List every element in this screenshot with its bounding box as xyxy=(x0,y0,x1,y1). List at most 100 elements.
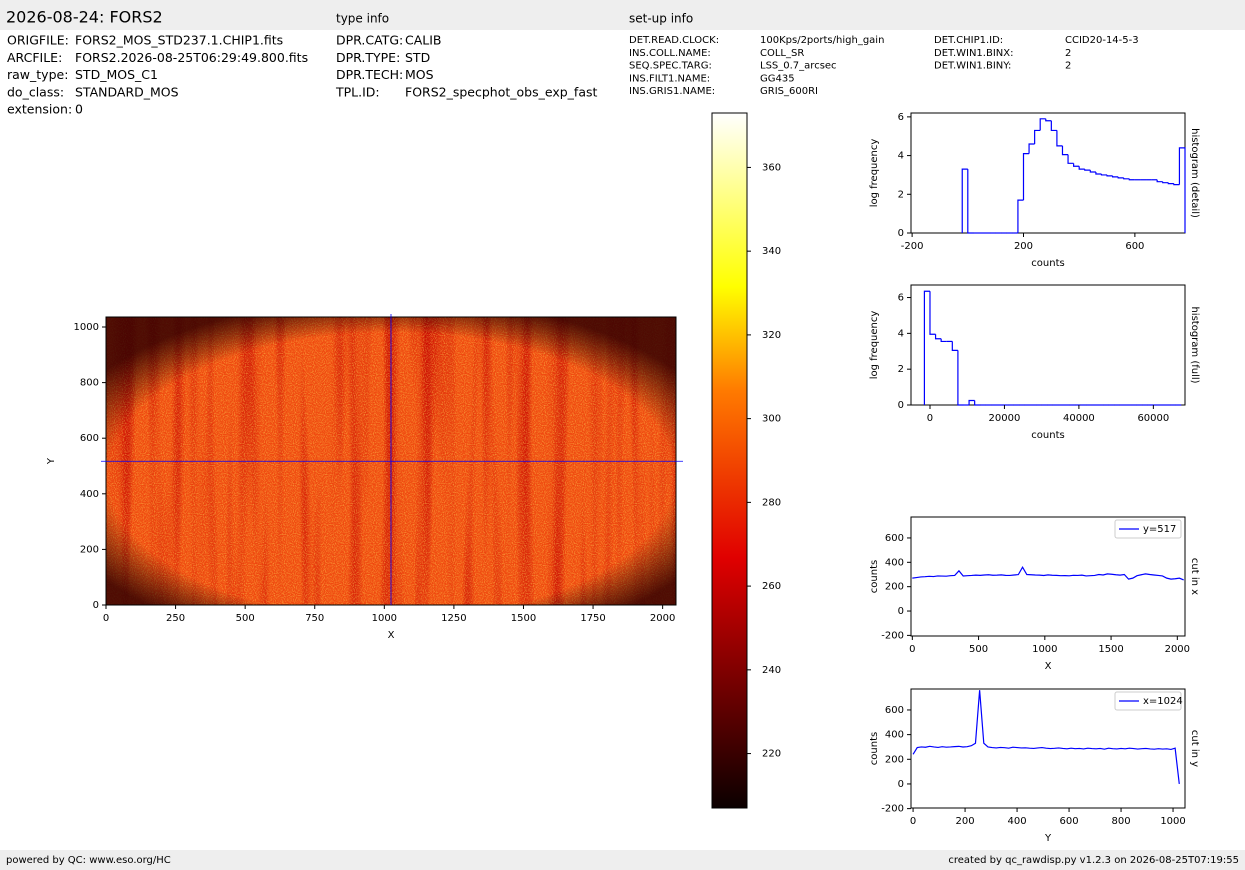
info-key: ORIGFILE: xyxy=(7,33,69,48)
y-tick-label: 260 xyxy=(762,581,781,592)
y-tick-label: 4 xyxy=(898,151,904,162)
x-tick-label: 750 xyxy=(305,613,324,624)
x-tick-label: 1000 xyxy=(372,613,397,624)
info-value: CCID20-14-5-3 xyxy=(1065,35,1139,46)
x-tick-label: 600 xyxy=(1060,816,1079,827)
series-line xyxy=(912,690,1180,785)
x-tick-label: 200 xyxy=(956,816,975,827)
y-tick-label: 6 xyxy=(898,112,904,123)
info-value: GG435 xyxy=(760,73,795,84)
chart-histogram: -200 200 600 counts 0 2 4 6 log frequency histogr… xyxy=(869,112,1200,269)
footer-band xyxy=(0,850,1245,870)
x-tick-label: 1500 xyxy=(511,613,536,624)
y-tick-label: 400 xyxy=(80,489,99,500)
x-axis-label: X xyxy=(1045,661,1052,672)
info-value: STD_MOS_C1 xyxy=(75,67,158,82)
chart-title: histogram (detail) xyxy=(1189,128,1200,218)
histogram-step xyxy=(1034,129,1041,144)
info-key: raw_type: xyxy=(7,67,68,82)
page-title: 2026-08-24: FORS2 xyxy=(6,8,163,27)
x-tick-label: 0 xyxy=(927,413,933,424)
info-key: SEQ.SPEC.TARG: xyxy=(629,61,712,72)
x-tick-label: 500 xyxy=(236,613,255,624)
histogram-step xyxy=(1084,169,1091,171)
x-tick-label: 0 xyxy=(910,816,916,827)
x-axis-label: X xyxy=(388,630,395,641)
chart-line: 0 200 400 600 800 1000 Y -200 0 200 400 600 counts cu… xyxy=(869,688,1200,844)
x-tick-label: 60000 xyxy=(1137,413,1169,424)
info-key: do_class: xyxy=(7,84,64,99)
info-value: FORS2_MOS_STD237.1.CHIP1.fits xyxy=(75,33,283,48)
y-tick-label: 280 xyxy=(762,497,781,508)
x-axis-label: Y xyxy=(1044,833,1052,844)
info-key: INS.GRIS1.NAME: xyxy=(629,86,715,97)
y-axis-label: counts xyxy=(869,732,880,765)
y-tick-label: 220 xyxy=(762,749,781,760)
info-value: FORS2.2026-08-25T06:29:49.800.fits xyxy=(75,50,308,65)
y-tick-label: 6 xyxy=(898,293,904,304)
histogram-step xyxy=(1017,199,1024,233)
histogram-step xyxy=(1100,173,1108,176)
y-tick-label: 200 xyxy=(885,754,904,765)
histogram-step xyxy=(1073,163,1080,167)
section-title: set-up info xyxy=(629,12,693,26)
histogram-step xyxy=(1178,147,1186,233)
legend-box xyxy=(1114,519,1182,539)
x-tick-label: 250 xyxy=(166,613,185,624)
histogram-step xyxy=(1123,177,1130,180)
histogram-step xyxy=(1128,178,1135,181)
histogram-step xyxy=(1039,118,1046,131)
histogram-step xyxy=(1045,118,1052,122)
plot-frame xyxy=(910,112,1186,234)
histogram-step xyxy=(968,399,975,405)
histogram-step xyxy=(1056,130,1063,147)
chart-line: 0 500 1000 1500 2000 X -200 0 200 400 600 counts cut… xyxy=(869,516,1200,672)
y-axis-label: counts xyxy=(869,560,880,593)
x-axis-label: counts xyxy=(1031,430,1064,441)
info-value: CALIB xyxy=(405,33,442,48)
legend-box xyxy=(1114,691,1182,711)
info-key: extension: xyxy=(7,102,72,117)
info-key: INS.FILT1.NAME: xyxy=(629,73,710,84)
y-tick-label: 800 xyxy=(80,378,99,389)
y-tick-label: 300 xyxy=(762,414,781,425)
histogram-step xyxy=(923,290,930,405)
histogram-step xyxy=(1028,143,1035,154)
x-tick-label: 0 xyxy=(103,613,109,624)
info-value: GRIS_600RI xyxy=(760,86,818,97)
y-tick-label: 320 xyxy=(762,330,781,341)
x-tick-label: -200 xyxy=(901,241,924,252)
y-tick-label: 0 xyxy=(93,600,99,611)
info-key: DET.CHIP1.ID: xyxy=(934,35,1003,46)
info-key: DET.READ.CLOCK: xyxy=(629,35,719,46)
histogram-step xyxy=(974,400,981,406)
x-tick-label: 0 xyxy=(909,644,915,655)
histogram-step xyxy=(1061,145,1069,156)
info-key: TPL.ID: xyxy=(335,84,380,99)
info-value: 100Kps/2ports/high_gain xyxy=(760,35,884,46)
x-tick-label: 1750 xyxy=(580,613,605,624)
chart-title: histogram (full) xyxy=(1189,306,1200,383)
info-key: DPR.TYPE: xyxy=(336,50,400,65)
x-tick-label: 1500 xyxy=(1098,644,1123,655)
y-tick-label: -200 xyxy=(881,630,904,641)
section-title: type info xyxy=(336,12,389,26)
y-tick-label: 4 xyxy=(898,328,904,339)
histogram-step xyxy=(961,168,968,233)
y-tick-label: 600 xyxy=(80,433,99,444)
x-tick-label: 1000 xyxy=(1160,816,1185,827)
histogram-step xyxy=(1162,181,1169,184)
y-tick-label: 340 xyxy=(762,246,781,257)
info-value: STANDARD_MOS xyxy=(75,84,179,99)
x-tick-label: 400 xyxy=(1008,816,1027,827)
footer-right: created by qc_rawdisp.py v1.2.3 on 2026-… xyxy=(948,855,1239,866)
histogram-step xyxy=(951,341,958,351)
histogram-step xyxy=(1156,179,1163,183)
y-tick-label: 240 xyxy=(762,665,781,676)
x-tick-label: 2000 xyxy=(650,613,675,624)
histogram-step xyxy=(1167,182,1174,185)
series-line xyxy=(912,565,1184,581)
info-key: ARCFILE: xyxy=(7,50,62,65)
plot-frame xyxy=(910,516,1186,637)
